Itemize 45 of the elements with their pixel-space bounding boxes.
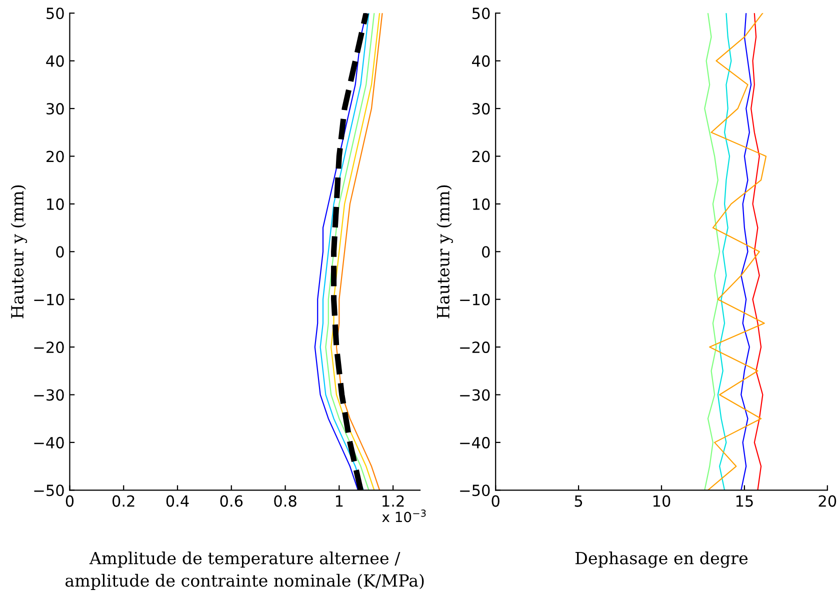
line-series [740, 13, 752, 490]
x-tick-label: 10 [653, 495, 670, 507]
x-tick-label: 0 [492, 495, 500, 507]
y-tick-label: 20 [472, 150, 490, 162]
x-axis-title: Dephasage en degre [576, 551, 748, 568]
y-axis-title: Hauteur y (mm) [436, 185, 453, 318]
y-tick-label: 30 [46, 103, 64, 115]
y-tick-label: 40 [46, 55, 64, 67]
x-tick-label: 0.4 [166, 495, 189, 507]
x-axis-title: Amplitude de temperature alternee / amplitude de contrainte nominale (K/MPa) [65, 551, 424, 590]
y-tick-label: −30 [34, 389, 64, 401]
x-tick-label: 0.2 [112, 495, 134, 507]
line-series [717, 13, 732, 490]
text: x 10$^{−3}$ [382, 510, 426, 522]
y-tick-label: −40 [34, 436, 64, 448]
y-tick-label: 40 [472, 55, 490, 67]
x-tick-label: 0.6 [220, 495, 243, 507]
line-series [707, 13, 767, 490]
y-tick-label: −20 [460, 342, 490, 354]
x-tick-label: 1 [336, 495, 343, 507]
y-tick-label: −20 [34, 342, 64, 354]
y-tick-label: −30 [460, 389, 490, 401]
x-tick-label: 0 [66, 495, 74, 507]
y-tick-label: 20 [46, 150, 64, 162]
y-tick-label: 0 [482, 246, 490, 258]
x-tick-label: 20 [818, 495, 836, 507]
y-tick-label: −50 [34, 484, 64, 496]
y-tick-label: 50 [472, 8, 490, 20]
y-tick-label: −40 [460, 436, 490, 448]
y-tick-label: 30 [472, 103, 490, 115]
y-tick-label: −10 [460, 294, 490, 306]
x-tick-label: 5 [574, 495, 582, 507]
y-tick-label: −10 [34, 294, 64, 306]
y-tick-label: 50 [46, 8, 64, 20]
y-tick-label: 10 [472, 198, 490, 210]
line-series [704, 13, 720, 490]
y-axis-title: Hauteur y (mm) [10, 185, 28, 318]
x-tick-label: 1.2 [382, 495, 404, 507]
y-tick-label: −50 [460, 484, 490, 496]
y-tick-label: 10 [47, 198, 64, 210]
x-tick-label: 0.8 [274, 495, 296, 507]
line-series [325, 13, 375, 490]
line-series [750, 13, 764, 490]
x-tick-label: 15 [736, 495, 753, 507]
y-tick-label: 0 [56, 246, 64, 258]
